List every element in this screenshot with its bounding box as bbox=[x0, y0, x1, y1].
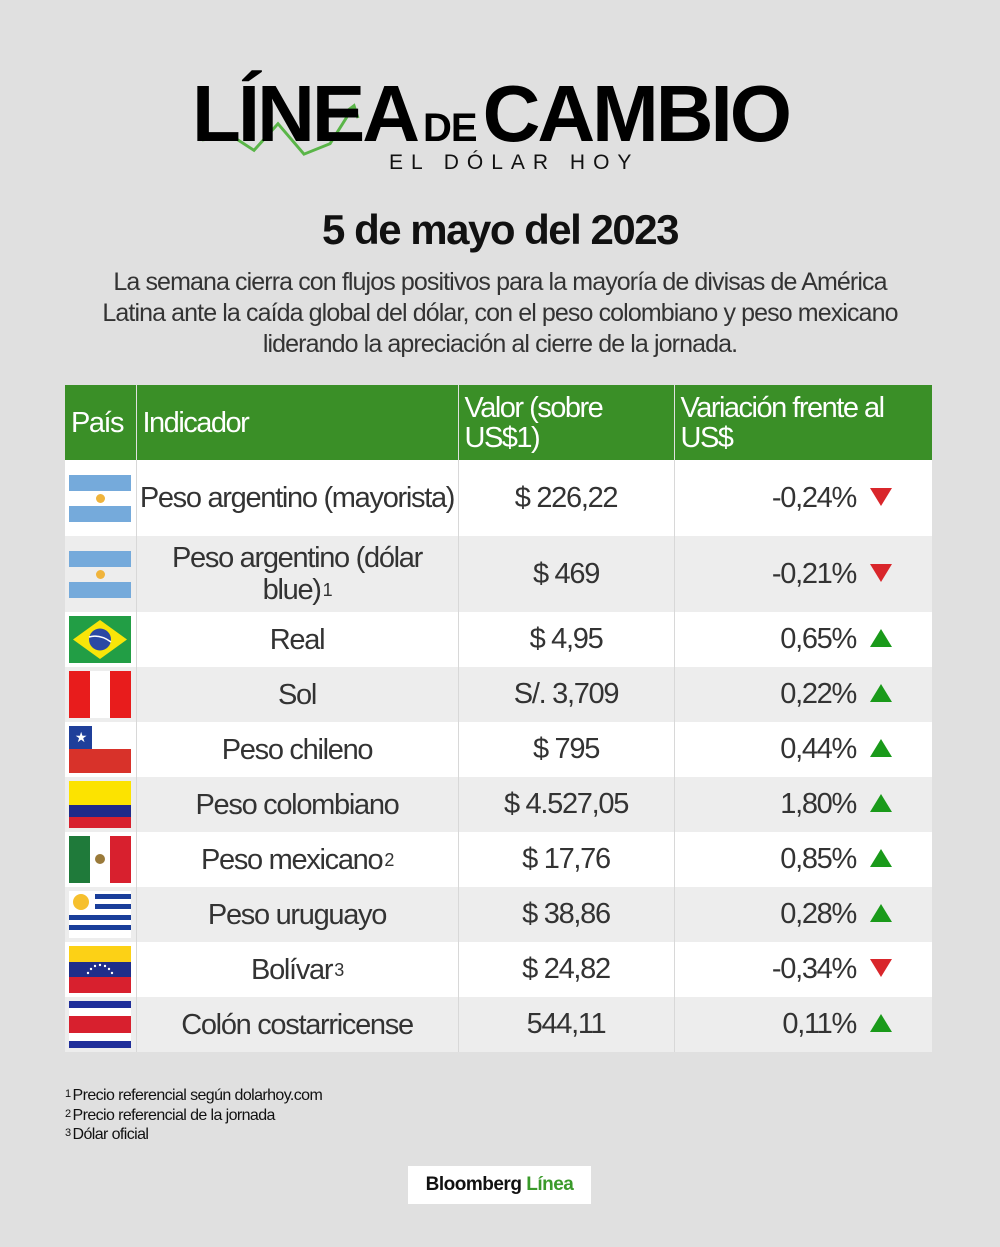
colombia-flag-icon bbox=[69, 781, 131, 828]
up-arrow-icon bbox=[870, 904, 892, 923]
indicator-cell: Peso colombiano bbox=[136, 777, 459, 832]
indicator-cell: Peso chileno bbox=[136, 722, 459, 777]
variation-cell: 0,22% bbox=[674, 667, 932, 722]
mexico-flag-icon bbox=[69, 836, 131, 883]
linea-de-cambio-logo: LÍNEA DECAMBIO EL DÓLAR HOY bbox=[192, 60, 842, 180]
up-arrow-icon bbox=[870, 1014, 892, 1033]
country-cell bbox=[65, 777, 137, 832]
column-header-value: Valor (sobre US$1) bbox=[458, 385, 675, 460]
value-cell: $ 4,95 bbox=[458, 612, 675, 667]
country-cell bbox=[65, 536, 137, 612]
value-cell: $ 795 bbox=[458, 722, 675, 777]
value-cell: S/. 3,709 bbox=[458, 667, 675, 722]
page-title-date: 5 de mayo del 2023 bbox=[322, 206, 679, 253]
table-row: Peso mexicano 2 $ 17,76 0,85% bbox=[65, 832, 932, 887]
footnote-marker: 2 bbox=[384, 849, 394, 870]
variation-cell: 0,28% bbox=[674, 887, 932, 942]
down-arrow-icon bbox=[870, 487, 892, 506]
bloomberg-linea-logo: Bloomberg Línea bbox=[408, 1166, 591, 1204]
variation-cell: 1,80% bbox=[674, 777, 932, 832]
peru-flag-icon bbox=[69, 671, 131, 718]
indicator-cell: Colón costarricense bbox=[136, 997, 459, 1052]
down-arrow-icon bbox=[870, 959, 892, 978]
up-arrow-icon bbox=[870, 849, 892, 868]
table-header-row: País Indicador Valor (sobre US$1) Variac… bbox=[65, 385, 932, 460]
value-cell: $ 17,76 bbox=[458, 832, 675, 887]
indicator-cell: Peso argentino (dólar blue) 1 bbox=[136, 536, 459, 612]
exchange-rates-table: País Indicador Valor (sobre US$1) Variac… bbox=[65, 385, 932, 1052]
up-arrow-icon bbox=[870, 684, 892, 703]
footnote-2: 2 Precio referencial de la jornada bbox=[65, 1106, 275, 1124]
country-cell bbox=[65, 887, 137, 942]
argentina-flag-icon bbox=[69, 474, 131, 522]
value-cell: $ 24,82 bbox=[458, 942, 675, 997]
country-cell bbox=[65, 942, 137, 997]
value-cell: $ 469 bbox=[458, 536, 675, 612]
chile-flag-icon: ★ bbox=[69, 726, 131, 773]
costa-rica-flag-icon bbox=[69, 1001, 131, 1048]
country-cell bbox=[65, 460, 137, 536]
country-cell bbox=[65, 997, 137, 1052]
column-header-variation: Variación frente al US$ bbox=[674, 385, 932, 460]
up-arrow-icon bbox=[870, 629, 892, 648]
table-row: Peso argentino (dólar blue) 1 $ 469 -0,21… bbox=[65, 536, 932, 612]
indicator-cell: Real bbox=[136, 612, 459, 667]
column-header-indicator: Indicador bbox=[136, 385, 459, 460]
logo-title: LÍNEA DECAMBIO bbox=[192, 69, 792, 158]
table-row: Sol S/. 3,709 0,22% bbox=[65, 667, 932, 722]
footnotes: 1 Precio referencial según dolarhoy.com 2… bbox=[65, 1086, 323, 1145]
down-arrow-icon bbox=[870, 563, 892, 582]
footnote-marker: 1 bbox=[322, 580, 333, 600]
up-arrow-icon bbox=[870, 794, 892, 813]
country-cell bbox=[65, 667, 137, 722]
trend-arrow-icon bbox=[201, 103, 360, 156]
indicator-cell: Peso argentino (mayorista) bbox=[136, 460, 459, 536]
variation-cell: -0,21% bbox=[674, 536, 932, 612]
country-cell bbox=[65, 612, 137, 667]
indicator-cell: Sol bbox=[136, 667, 459, 722]
variation-cell: 0,11% bbox=[674, 997, 932, 1052]
value-cell: $ 38,86 bbox=[458, 887, 675, 942]
table-row: ★ Peso chileno $ 795 0,44% bbox=[65, 722, 932, 777]
country-cell bbox=[65, 832, 137, 887]
indicator-cell: Bolívar 3 bbox=[136, 942, 459, 997]
variation-cell: 0,85% bbox=[674, 832, 932, 887]
table-row: Real $ 4,95 0,65% bbox=[65, 612, 932, 667]
value-cell: $ 4.527,05 bbox=[458, 777, 675, 832]
summary-text: La semana cierra con flujos positivos pa… bbox=[102, 268, 898, 358]
footnote-1: 1 Precio referencial según dolarhoy.com bbox=[65, 1087, 323, 1104]
table-row: Peso argentino (mayorista) $ 226,22 -0,2… bbox=[65, 460, 932, 536]
table-row: Peso uruguayo $ 38,86 0,28% bbox=[65, 887, 932, 942]
table-row: Peso colombiano $ 4.527,05 1,80% bbox=[65, 777, 932, 832]
footnote-marker: 3 bbox=[334, 959, 344, 980]
brazil-flag-icon bbox=[69, 616, 131, 663]
value-cell: $ 226,22 bbox=[458, 460, 675, 536]
uruguay-flag-icon bbox=[69, 891, 131, 938]
variation-cell: -0,24% bbox=[674, 460, 932, 536]
indicator-cell: Peso mexicano 2 bbox=[136, 832, 459, 887]
table-row: Bolívar 3 $ 24,82 -0,34% bbox=[65, 942, 932, 997]
footnote-3: 3 Dólar oficial bbox=[65, 1126, 149, 1143]
variation-cell: 0,44% bbox=[674, 722, 932, 777]
country-cell: ★ bbox=[65, 722, 137, 777]
column-header-country: País bbox=[65, 385, 137, 460]
table-row: Colón costarricense 544,11 0,11% bbox=[65, 997, 932, 1052]
venezuela-flag-icon bbox=[69, 946, 131, 993]
indicator-cell: Peso uruguayo bbox=[136, 887, 459, 942]
variation-cell: -0,34% bbox=[674, 942, 932, 997]
logo-subtitle: EL DÓLAR HOY bbox=[389, 151, 640, 174]
variation-cell: 0,65% bbox=[674, 612, 932, 667]
value-cell: 544,11 bbox=[458, 997, 675, 1052]
up-arrow-icon bbox=[870, 739, 892, 758]
argentina-flag-icon bbox=[69, 550, 131, 598]
